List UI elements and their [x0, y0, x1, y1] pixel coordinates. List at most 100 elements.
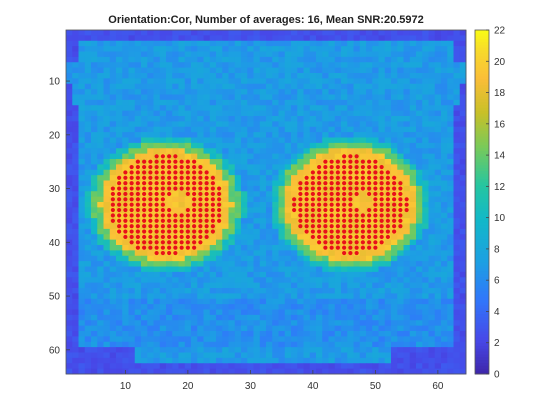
heatmap-cell: [134, 266, 142, 273]
heatmap-cell: [91, 148, 98, 155]
heatmap-cell: [266, 331, 273, 337]
heatmap-cell: [172, 73, 179, 79]
heatmap-cell: [397, 132, 404, 138]
heatmap-cell: [291, 62, 298, 69]
heatmap-cell: [384, 250, 392, 257]
heatmap-cell: [91, 218, 98, 224]
heatmap-cell: [359, 83, 367, 90]
heatmap-cell: [203, 110, 211, 117]
heatmap-cell: [422, 153, 429, 160]
heatmap-cell: [234, 94, 242, 101]
heatmap-cell: [66, 56, 73, 63]
heatmap-cell: [134, 89, 142, 95]
heatmap-cell: [234, 228, 242, 235]
heatmap-cell: [178, 40, 186, 47]
roi-marker: [192, 245, 197, 250]
heatmap-cell: [341, 255, 348, 262]
heatmap-cell: [278, 250, 286, 257]
heatmap-cell: [166, 271, 173, 278]
heatmap-cell: [97, 261, 104, 267]
heatmap-cell: [66, 277, 73, 284]
heatmap-cell: [441, 347, 448, 353]
roi-marker: [392, 175, 397, 180]
heatmap-cell: [203, 341, 211, 348]
colorbar-segment: [475, 167, 489, 171]
heatmap-cell: [441, 148, 448, 155]
heatmap-cell: [103, 40, 111, 47]
heatmap-cell: [391, 255, 398, 262]
heatmap-cell: [228, 175, 236, 181]
heatmap-cell: [122, 271, 129, 278]
heatmap-cell: [453, 239, 461, 246]
heatmap-cell: [403, 298, 411, 305]
heatmap-cell: [116, 277, 123, 284]
heatmap-cell: [253, 56, 261, 63]
heatmap-cell: [97, 94, 104, 101]
heatmap-cell: [259, 266, 267, 273]
heatmap-cell: [166, 347, 173, 353]
heatmap-cell: [453, 132, 461, 138]
heatmap-cell: [191, 368, 198, 375]
heatmap-cell: [353, 51, 361, 58]
heatmap-cell: [378, 35, 386, 42]
heatmap-cell: [147, 309, 154, 316]
heatmap-cell: [178, 288, 186, 294]
heatmap-cell: [247, 159, 254, 165]
heatmap-cell: [272, 228, 279, 235]
heatmap-cell: [447, 46, 454, 52]
heatmap-cell: [116, 148, 123, 155]
roi-marker: [329, 213, 334, 218]
heatmap-cell: [428, 336, 436, 343]
heatmap-cell: [334, 336, 342, 343]
heatmap-cell: [259, 331, 267, 337]
roi-marker: [310, 218, 315, 223]
heatmap-cell: [303, 314, 311, 321]
heatmap-cell: [334, 67, 342, 74]
heatmap-cell: [122, 132, 129, 138]
roi-marker: [310, 234, 315, 240]
roi-marker: [335, 181, 340, 186]
heatmap-cell: [291, 250, 298, 257]
heatmap-cell: [272, 132, 279, 138]
heatmap-cell: [241, 110, 248, 117]
heatmap-cell: [66, 153, 73, 160]
roi-marker: [348, 234, 353, 240]
heatmap-cell: [284, 94, 292, 101]
heatmap-cell: [422, 336, 429, 343]
heatmap-cell: [403, 94, 411, 101]
heatmap-cell: [266, 218, 273, 224]
heatmap-cell: [247, 245, 254, 251]
heatmap-cell: [416, 99, 423, 106]
roi-marker: [142, 229, 147, 234]
heatmap-cell: [122, 99, 129, 106]
heatmap-cell: [397, 368, 404, 375]
roi-marker-overlay: [110, 154, 409, 256]
heatmap-cell: [178, 116, 186, 122]
heatmap-cell: [141, 266, 148, 273]
heatmap-cell: [253, 169, 261, 176]
heatmap-cell: [103, 67, 111, 74]
heatmap-cell: [403, 191, 411, 198]
roi-marker: [217, 218, 222, 223]
heatmap-cell: [278, 239, 286, 246]
heatmap-cell: [428, 35, 436, 42]
roi-marker: [329, 202, 334, 207]
heatmap-cell: [259, 347, 267, 353]
heatmap-cell: [384, 62, 392, 69]
heatmap-cell: [141, 67, 148, 74]
roi-marker: [135, 229, 140, 234]
heatmap-cell: [259, 105, 267, 112]
heatmap-cell: [141, 40, 148, 47]
heatmap-cell: [303, 325, 311, 332]
heatmap-cell: [197, 99, 204, 106]
heatmap-cell: [266, 314, 273, 321]
heatmap-cell: [228, 30, 236, 36]
heatmap-cell: [384, 116, 392, 122]
heatmap-cell: [109, 304, 117, 310]
heatmap-cell: [84, 67, 92, 74]
heatmap-cell: [334, 288, 342, 294]
heatmap-cell: [97, 336, 104, 343]
colorbar-segment: [475, 267, 489, 272]
heatmap-cell: [372, 137, 379, 144]
heatmap-cell: [253, 99, 261, 106]
